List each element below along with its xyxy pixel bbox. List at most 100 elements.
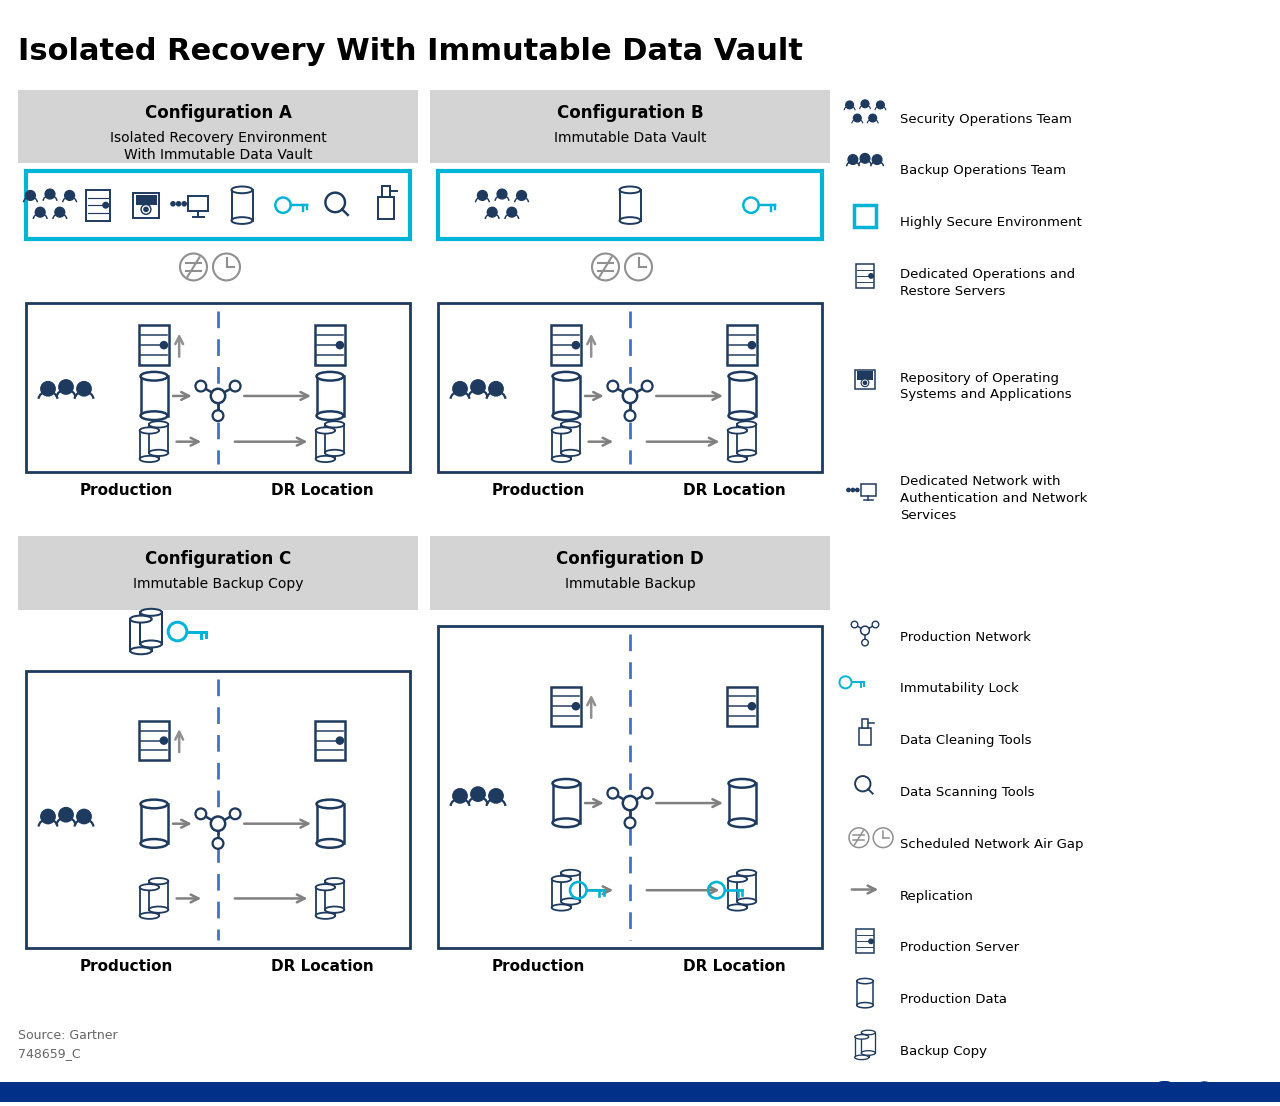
Ellipse shape [148, 450, 169, 456]
Bar [138, 325, 169, 365]
Circle shape [851, 622, 858, 628]
Ellipse shape [316, 427, 335, 434]
Circle shape [212, 253, 241, 281]
Circle shape [517, 190, 526, 200]
Circle shape [872, 622, 879, 628]
Circle shape [36, 207, 45, 217]
Circle shape [229, 808, 241, 820]
Ellipse shape [855, 1055, 869, 1060]
Ellipse shape [316, 839, 343, 847]
Ellipse shape [728, 372, 755, 380]
Circle shape [26, 190, 36, 200]
Circle shape [877, 101, 884, 108]
Ellipse shape [140, 912, 159, 919]
Bar [148, 881, 169, 909]
Ellipse shape [232, 187, 252, 194]
Bar [316, 376, 343, 416]
Ellipse shape [727, 427, 748, 434]
Circle shape [641, 787, 653, 799]
Ellipse shape [325, 907, 344, 912]
Ellipse shape [141, 372, 168, 380]
Circle shape [861, 379, 869, 387]
Ellipse shape [140, 456, 159, 462]
Bar [141, 613, 163, 644]
Circle shape [59, 807, 73, 822]
Ellipse shape [727, 456, 748, 462]
Bar [140, 430, 159, 459]
Bar [141, 804, 168, 844]
Bar [552, 879, 571, 908]
Ellipse shape [141, 640, 163, 647]
Text: Backup Copy: Backup Copy [900, 1045, 987, 1058]
Bar [316, 887, 335, 916]
Bar [316, 430, 335, 459]
Bar [737, 873, 756, 901]
Circle shape [855, 489, 859, 492]
Bar [856, 372, 873, 379]
Circle shape [507, 207, 517, 217]
Text: Repository of Operating: Repository of Operating [900, 372, 1059, 385]
Ellipse shape [140, 884, 159, 890]
Bar [131, 619, 152, 650]
Circle shape [572, 702, 580, 710]
Bar [727, 687, 758, 726]
Ellipse shape [553, 411, 580, 420]
Circle shape [45, 189, 55, 199]
Bar [737, 425, 756, 452]
Circle shape [873, 828, 893, 847]
Text: Highly Secure Environment: Highly Secure Environment [900, 216, 1082, 229]
Bar [315, 325, 346, 365]
Bar [430, 90, 829, 164]
Ellipse shape [141, 800, 168, 808]
Text: Configuration D: Configuration D [556, 551, 704, 568]
Text: Data Cleaning Tools: Data Cleaning Tools [900, 734, 1032, 748]
Circle shape [229, 380, 241, 392]
Ellipse shape [728, 411, 755, 420]
Ellipse shape [737, 421, 756, 428]
Text: Backup Operations Team: Backup Operations Team [900, 165, 1066, 177]
Circle shape [625, 410, 635, 421]
Ellipse shape [861, 1030, 876, 1035]
Bar [552, 430, 571, 459]
Circle shape [591, 253, 620, 281]
Circle shape [41, 810, 55, 824]
Bar [855, 264, 874, 288]
Ellipse shape [148, 907, 169, 912]
Ellipse shape [552, 427, 571, 434]
Ellipse shape [148, 878, 169, 885]
Bar [141, 376, 168, 416]
Bar [550, 325, 581, 365]
Circle shape [55, 207, 65, 217]
Ellipse shape [552, 456, 571, 462]
Text: Dedicated Network with: Dedicated Network with [900, 476, 1061, 488]
Text: Services: Services [900, 509, 956, 522]
Text: DR Location: DR Location [270, 959, 374, 973]
Circle shape [608, 787, 618, 799]
Circle shape [102, 202, 109, 208]
Circle shape [196, 808, 206, 820]
Text: Security Operations Team: Security Operations Team [900, 113, 1071, 126]
Bar [140, 887, 159, 916]
Circle shape [160, 737, 168, 744]
Circle shape [869, 273, 873, 278]
Text: Isolated Recovery With Immutable Data Vault: Isolated Recovery With Immutable Data Va… [18, 38, 803, 66]
Circle shape [211, 816, 225, 831]
Circle shape [863, 382, 867, 385]
Bar [727, 325, 758, 365]
Bar [861, 719, 868, 728]
Circle shape [749, 342, 755, 348]
Ellipse shape [141, 411, 168, 420]
Ellipse shape [148, 421, 169, 428]
Ellipse shape [561, 869, 580, 876]
Text: Isolated Recovery Environment: Isolated Recovery Environment [110, 131, 326, 145]
Text: Immutable Backup Copy: Immutable Backup Copy [133, 577, 303, 591]
Circle shape [212, 410, 224, 421]
Circle shape [141, 205, 151, 215]
Bar [138, 721, 169, 760]
Ellipse shape [855, 1034, 869, 1040]
Ellipse shape [553, 372, 580, 380]
Ellipse shape [620, 187, 640, 194]
Text: Source: Gartner: Source: Gartner [18, 1030, 118, 1043]
Text: Production: Production [492, 482, 585, 498]
Text: Data Scanning Tools: Data Scanning Tools [900, 786, 1034, 799]
